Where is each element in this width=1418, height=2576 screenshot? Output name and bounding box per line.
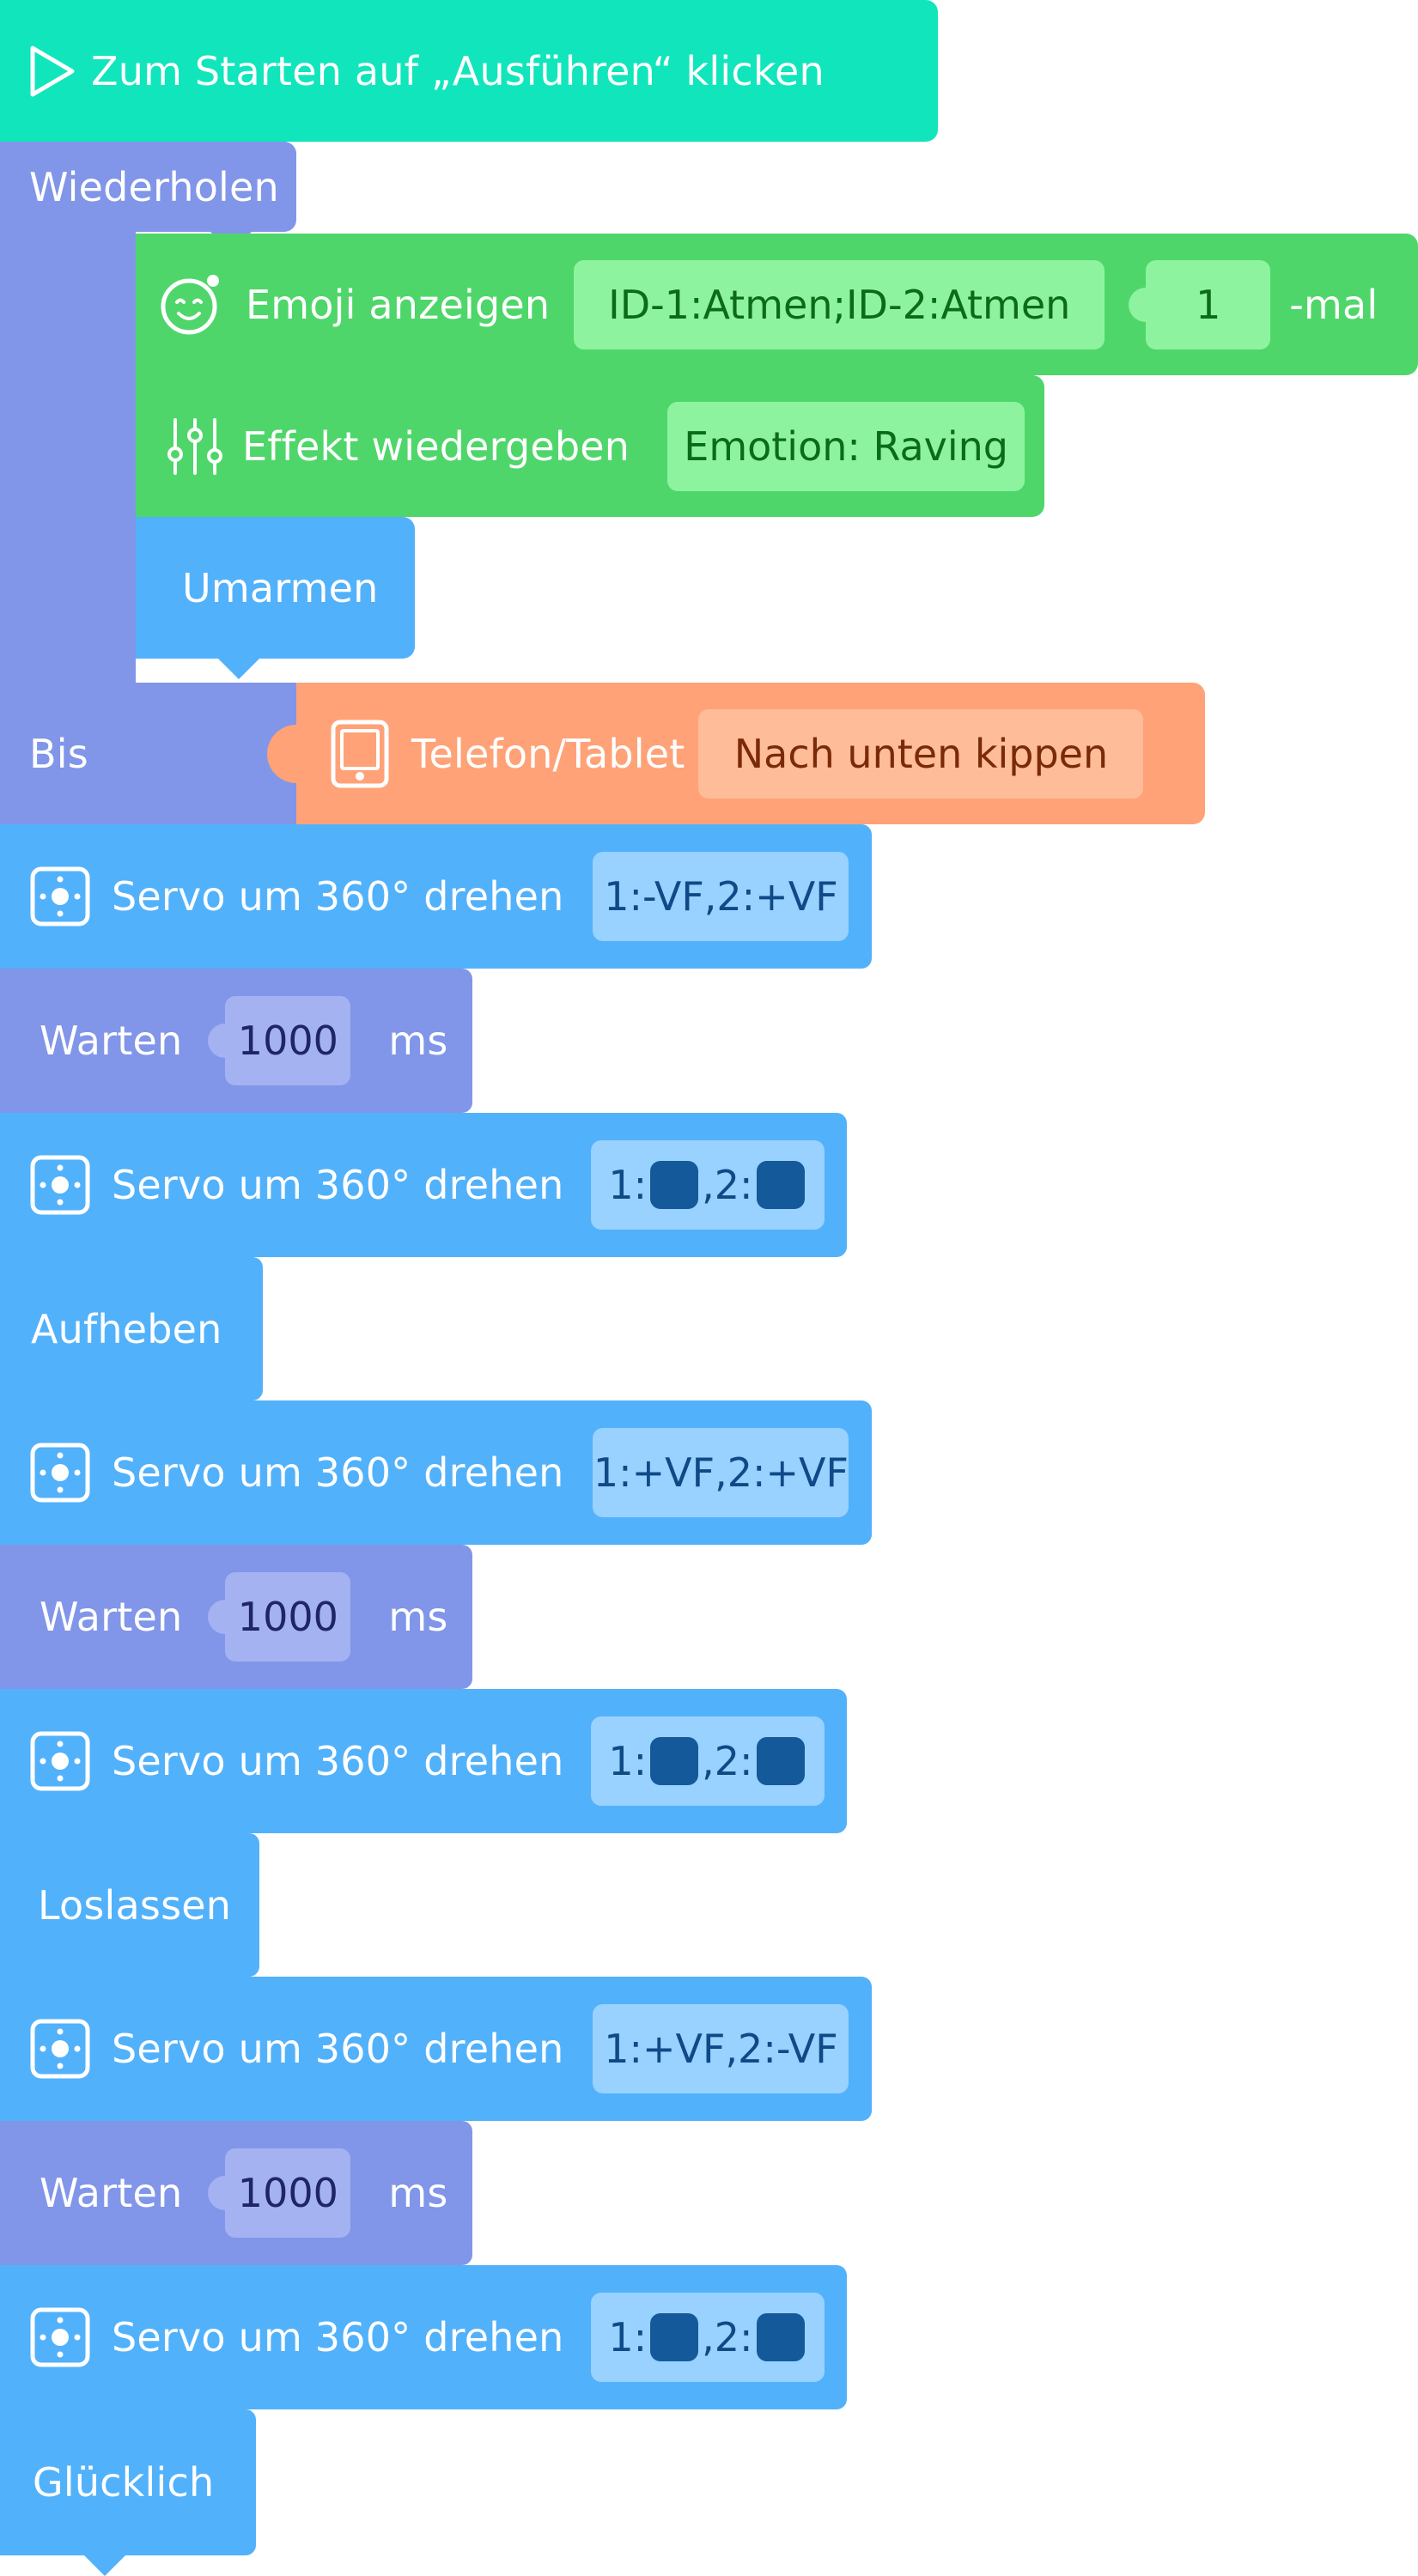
servo-2-color-swatch[interactable] [756, 1161, 805, 1209]
servo-stop-block[interactable]: Servo um 360° drehen 1: ,2: [0, 2265, 847, 2430]
servo-icon [29, 1730, 91, 1792]
wait-block[interactable]: Warten 1000 ms [0, 1545, 472, 1710]
emoji-count-field[interactable]: 1 [1129, 259, 1271, 349]
servo-icon [29, 866, 91, 927]
hug-block[interactable]: Umarmen [136, 517, 415, 679]
release-block[interactable]: Loslassen [0, 1833, 259, 1997]
servo-value-field[interactable]: 1:+VF,2:-VF [593, 2004, 849, 2093]
effect-label: Effekt wiedergeben [242, 422, 630, 470]
sliders-icon [167, 416, 223, 477]
servo-2-prefix: ,2: [702, 1162, 753, 1208]
emoji-value-field[interactable]: ID-1:Atmen;ID-2:Atmen [574, 259, 1105, 349]
repeat-label: Wiederholen [29, 163, 279, 210]
emoji-face-icon [158, 272, 223, 337]
servo-2-prefix: ,2: [702, 2314, 753, 2360]
servo-2-color-swatch[interactable] [756, 2313, 805, 2361]
happy-block[interactable]: Glücklich [0, 2409, 256, 2576]
servo-2-color-swatch[interactable] [756, 1737, 805, 1785]
wait-label: Warten [40, 2170, 183, 2216]
servo-value-field[interactable]: 1:+VF,2:+VF [593, 1428, 849, 1517]
wait-label: Warten [40, 1594, 183, 1640]
hug-label: Umarmen [182, 564, 379, 611]
tablet-condition-value[interactable]: Nach unten kippen [698, 708, 1144, 799]
servo-value-field[interactable]: 1:-VF,2:+VF [593, 852, 849, 941]
servo-1-color-swatch[interactable] [650, 1161, 699, 1209]
servo-label: Servo um 360° drehen [112, 2026, 564, 2072]
action-label: Loslassen [38, 1881, 232, 1929]
repeat-spine [0, 228, 136, 743]
wait-block[interactable]: Warten 1000 ms [0, 969, 472, 1133]
pickup-block[interactable]: Aufheben [0, 1257, 263, 1421]
servo-icon [29, 1154, 91, 1216]
servo-2-prefix: ,2: [702, 1738, 753, 1784]
tablet-condition-label: Telefon/Tablet [411, 730, 685, 777]
servo-1-color-swatch[interactable] [650, 1737, 699, 1785]
emoji-block[interactable]: Emoji anzeigen ID-1:Atmen;ID-2:Atmen 1 -… [136, 234, 1418, 396]
wait-unit: ms [388, 2170, 448, 2216]
servo-stop-field[interactable]: 1: ,2: [591, 1140, 825, 1230]
block-notch [84, 2555, 125, 2576]
wait-unit: ms [388, 1594, 448, 1640]
servo-block[interactable]: Servo um 360° drehen 1:-VF,2:+VF [0, 824, 872, 989]
wait-unit: ms [388, 1018, 448, 1064]
servo-label: Servo um 360° drehen [112, 2314, 564, 2360]
effect-value-field[interactable]: Emotion: Raving [667, 401, 1025, 491]
servo-stop-field[interactable]: 1: ,2: [591, 2293, 825, 2382]
wait-label: Warten [40, 1018, 183, 1064]
servo-stop-block[interactable]: Servo um 360° drehen 1: ,2: [0, 1113, 847, 1278]
start-label: Zum Starten auf „Ausführen“ klicken [91, 47, 825, 94]
servo-icon [29, 2306, 91, 2368]
repeat-header[interactable]: Wiederholen [0, 142, 296, 252]
servo-block[interactable]: Servo um 360° drehen 1:+VF,2:-VF [0, 1977, 872, 2142]
servo-1-prefix: 1: [608, 1162, 648, 1208]
wait-block[interactable]: Warten 1000 ms [0, 2121, 472, 2286]
servo-block[interactable]: Servo um 360° drehen 1:+VF,2:+VF [0, 1400, 872, 1565]
servo-label: Servo um 360° drehen [112, 1449, 564, 1496]
servo-1-color-swatch[interactable] [650, 2313, 699, 2361]
servo-label: Servo um 360° drehen [112, 873, 564, 920]
until-label: Bis [29, 730, 88, 777]
effect-block[interactable]: Effekt wiedergeben Emotion: Raving [136, 375, 1044, 538]
servo-icon [29, 1442, 91, 1504]
action-label: Glücklich [33, 2459, 215, 2506]
tablet-condition-block[interactable]: Telefon/Tablet Nach unten kippen [267, 683, 1205, 824]
servo-stop-field[interactable]: 1: ,2: [591, 1716, 825, 1806]
action-label: Aufheben [31, 1305, 222, 1352]
condition-connector [267, 724, 326, 783]
servo-stop-block[interactable]: Servo um 360° drehen 1: ,2: [0, 1689, 847, 1854]
emoji-label: Emoji anzeigen [246, 281, 551, 328]
servo-label: Servo um 360° drehen [112, 1738, 564, 1784]
tablet-icon [329, 719, 391, 789]
until-bar[interactable]: Bis [0, 683, 296, 845]
wait-duration-field[interactable]: 1000 [208, 996, 351, 1085]
start-block[interactable]: Zum Starten auf „Ausführen“ klicken [0, 0, 938, 162]
emoji-suffix: -mal [1289, 281, 1378, 328]
wait-duration-field[interactable]: 1000 [208, 2148, 351, 2238]
wait-duration-field[interactable]: 1000 [208, 1572, 351, 1662]
servo-label: Servo um 360° drehen [112, 1162, 564, 1208]
servo-1-prefix: 1: [608, 1738, 648, 1784]
servo-1-prefix: 1: [608, 2314, 648, 2360]
play-icon [27, 45, 77, 98]
servo-icon [29, 2018, 91, 2080]
